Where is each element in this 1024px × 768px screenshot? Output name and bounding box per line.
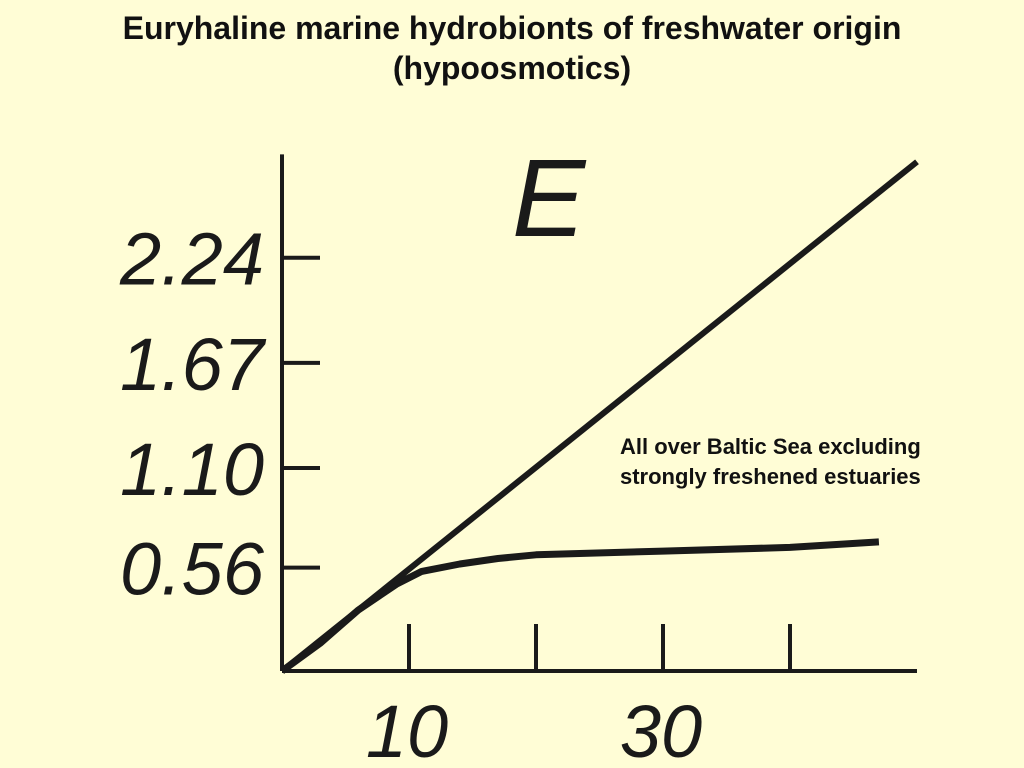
x-tick-label: 10 bbox=[366, 690, 448, 768]
series-line bbox=[279, 538, 880, 674]
y-tick-label: 0.56 bbox=[120, 528, 265, 611]
chart-title-line-2: (hypoosmotics) bbox=[392, 50, 632, 86]
y-tick-label: 1.67 bbox=[120, 323, 267, 406]
chart-series bbox=[279, 159, 919, 674]
annotation-line-2: strongly freshened estuaries bbox=[620, 464, 921, 489]
chart-title-line-1: Euryhaline marine hydrobionts of freshwa… bbox=[122, 10, 902, 46]
x-tick-label: 30 bbox=[620, 690, 702, 768]
annotation-line-1: All over Baltic Sea excluding bbox=[620, 434, 921, 459]
y-tick-label: 2.24 bbox=[119, 218, 264, 301]
region-label-e: E bbox=[512, 137, 587, 260]
chart-title: Euryhaline marine hydrobionts of freshwa… bbox=[0, 8, 1024, 88]
chart-axes bbox=[280, 154, 917, 673]
y-tick-label: 1.10 bbox=[120, 428, 264, 511]
chart-annotation: All over Baltic Sea excluding strongly f… bbox=[620, 432, 921, 492]
chart-ticks: 0.56 1.10 1.67 2.24 10 30 bbox=[119, 218, 792, 768]
